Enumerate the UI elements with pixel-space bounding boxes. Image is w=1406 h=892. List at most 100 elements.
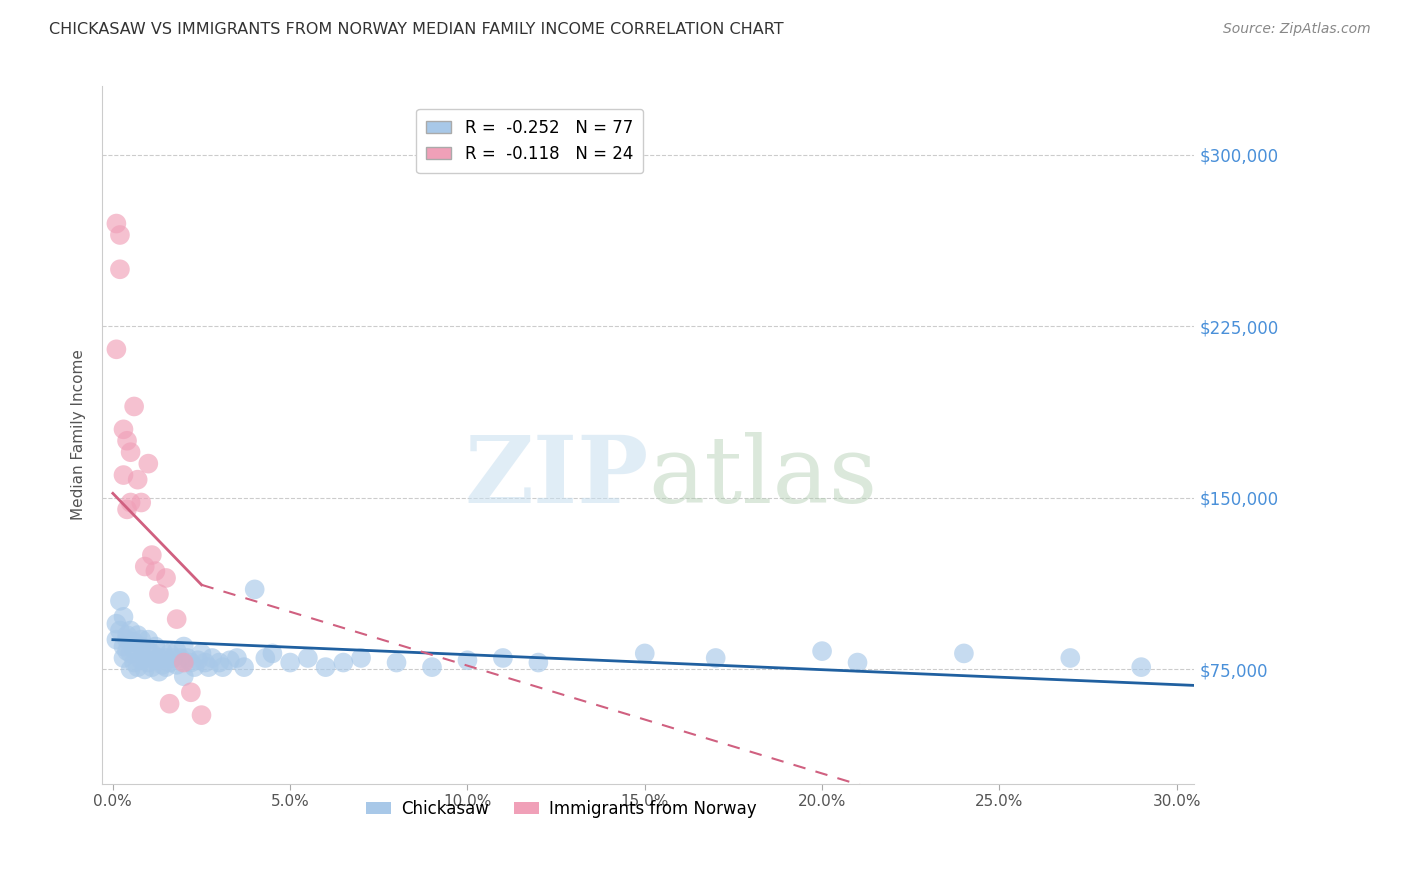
Y-axis label: Median Family Income: Median Family Income: [72, 350, 86, 521]
Text: Source: ZipAtlas.com: Source: ZipAtlas.com: [1223, 22, 1371, 37]
Point: [120, 445, 142, 459]
Point: [148, 587, 170, 601]
Point: [141, 647, 163, 661]
Point: [159, 647, 181, 661]
Point: [155, 651, 177, 665]
Point: [148, 651, 170, 665]
Point: [112, 640, 135, 654]
Point: [134, 651, 156, 665]
Point: [136, 457, 159, 471]
Point: [166, 612, 188, 626]
Point: [105, 343, 128, 357]
Point: [420, 660, 443, 674]
Point: [112, 468, 135, 483]
Point: [243, 582, 266, 597]
Point: [120, 662, 142, 676]
Point: [173, 669, 195, 683]
Point: [527, 656, 550, 670]
Point: [194, 656, 217, 670]
Point: [134, 559, 156, 574]
Point: [155, 571, 177, 585]
Point: [112, 422, 135, 436]
Point: [105, 616, 128, 631]
Point: [108, 227, 131, 242]
Text: atlas: atlas: [648, 432, 877, 522]
Point: [129, 495, 152, 509]
Text: ZIP: ZIP: [464, 432, 648, 522]
Point: [136, 632, 159, 647]
Point: [141, 548, 163, 562]
Point: [127, 628, 149, 642]
Legend: Chickasaw, Immigrants from Norway: Chickasaw, Immigrants from Norway: [359, 793, 763, 824]
Point: [120, 624, 142, 638]
Point: [278, 656, 301, 670]
Point: [122, 400, 145, 414]
Point: [129, 632, 152, 647]
Point: [120, 495, 142, 509]
Point: [254, 651, 277, 665]
Point: [190, 708, 212, 723]
Point: [1059, 651, 1081, 665]
Point: [811, 644, 834, 658]
Point: [122, 641, 145, 656]
Point: [152, 657, 174, 672]
Point: [187, 653, 209, 667]
Point: [112, 651, 135, 665]
Point: [115, 632, 138, 647]
Point: [129, 640, 152, 654]
Point: [136, 656, 159, 670]
Point: [180, 685, 202, 699]
Point: [166, 657, 188, 672]
Point: [134, 662, 156, 676]
Point: [233, 660, 256, 674]
Point: [350, 651, 373, 665]
Point: [152, 644, 174, 658]
Point: [115, 644, 138, 658]
Point: [183, 660, 205, 674]
Point: [456, 653, 478, 667]
Point: [127, 473, 149, 487]
Point: [190, 647, 212, 661]
Point: [315, 660, 337, 674]
Point: [129, 653, 152, 667]
Point: [173, 640, 195, 654]
Point: [846, 656, 869, 670]
Point: [1130, 660, 1153, 674]
Point: [136, 644, 159, 658]
Point: [297, 651, 319, 665]
Point: [148, 665, 170, 679]
Point: [492, 651, 515, 665]
Point: [115, 502, 138, 516]
Point: [122, 635, 145, 649]
Point: [332, 656, 354, 670]
Point: [159, 697, 181, 711]
Point: [201, 651, 224, 665]
Point: [634, 647, 657, 661]
Point: [180, 656, 202, 670]
Point: [162, 651, 184, 665]
Point: [122, 656, 145, 670]
Point: [385, 656, 408, 670]
Point: [108, 624, 131, 638]
Point: [145, 653, 167, 667]
Point: [208, 656, 231, 670]
Point: [704, 651, 727, 665]
Point: [197, 660, 219, 674]
Point: [262, 647, 284, 661]
Point: [115, 434, 138, 448]
Point: [176, 651, 198, 665]
Point: [105, 217, 128, 231]
Point: [226, 651, 249, 665]
Point: [145, 564, 167, 578]
Point: [120, 647, 142, 661]
Point: [211, 660, 233, 674]
Point: [127, 660, 149, 674]
Point: [155, 660, 177, 674]
Point: [159, 656, 181, 670]
Point: [108, 594, 131, 608]
Point: [115, 628, 138, 642]
Point: [166, 644, 188, 658]
Point: [169, 651, 191, 665]
Text: CHICKASAW VS IMMIGRANTS FROM NORWAY MEDIAN FAMILY INCOME CORRELATION CHART: CHICKASAW VS IMMIGRANTS FROM NORWAY MEDI…: [49, 22, 783, 37]
Point: [218, 653, 240, 667]
